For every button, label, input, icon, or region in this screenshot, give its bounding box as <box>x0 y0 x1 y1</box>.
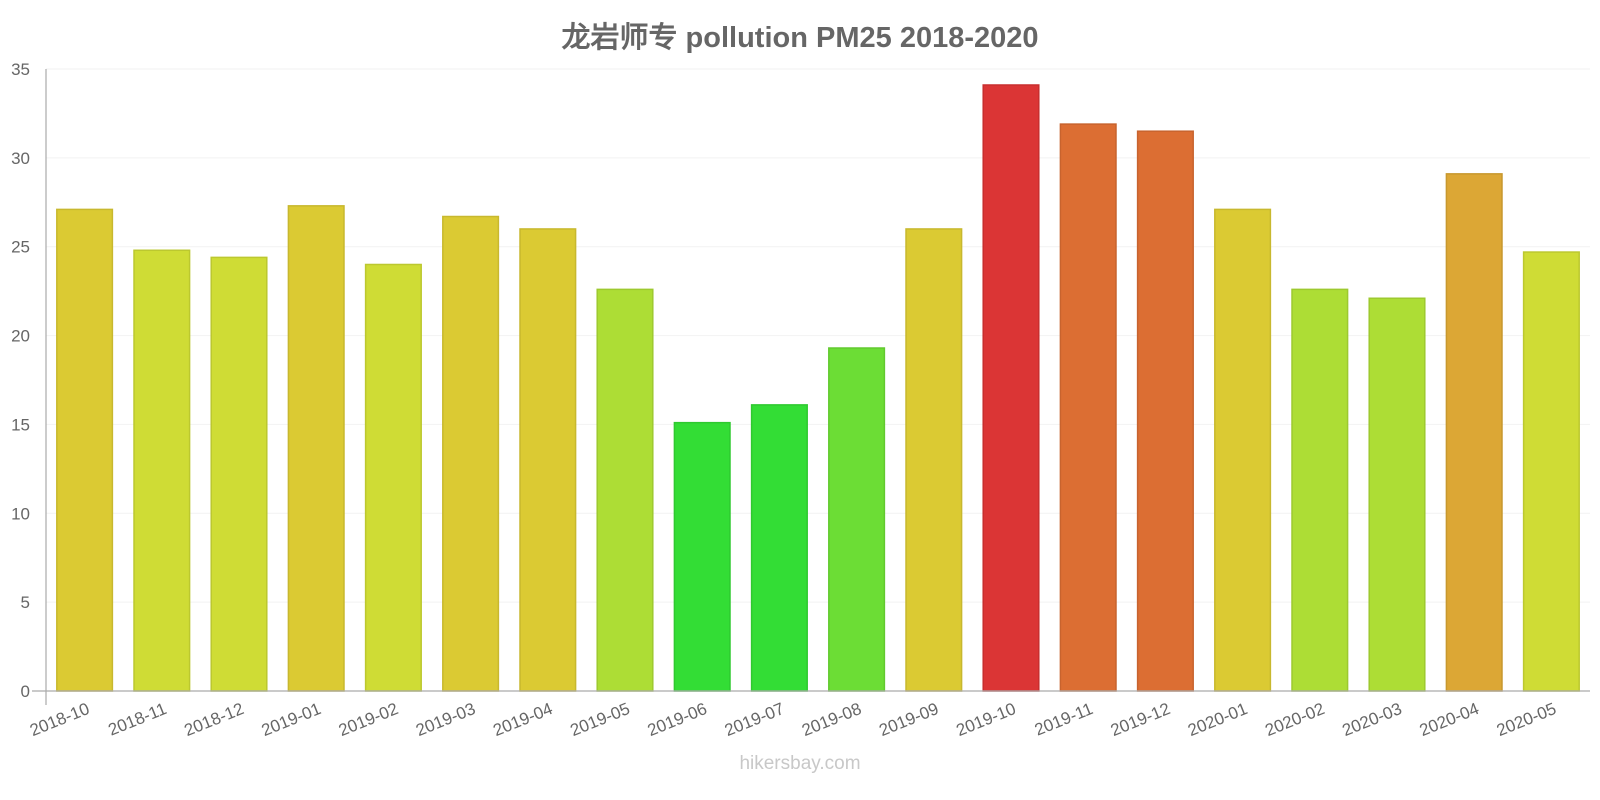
x-tick-label: 2019-01 <box>259 699 324 740</box>
bar-2020-05[interactable] <box>1522 251 1580 692</box>
x-tick-label: 2019-09 <box>876 699 941 740</box>
bar-2019-04[interactable] <box>519 228 577 692</box>
bar-2019-05[interactable] <box>596 288 654 692</box>
x-tick-label: 2020-01 <box>1185 699 1250 740</box>
y-tick-label: 5 <box>21 593 30 612</box>
x-tick-label: 2018-10 <box>27 699 92 740</box>
bar-2020-01[interactable] <box>1214 208 1272 692</box>
bar-2018-11[interactable] <box>133 249 191 692</box>
y-tick-label: 25 <box>11 238 30 257</box>
bar-2019-08[interactable] <box>828 347 886 692</box>
bar-2019-03[interactable] <box>442 215 500 692</box>
bar-2019-01[interactable] <box>287 205 345 692</box>
x-tick-label: 2020-02 <box>1262 699 1327 740</box>
bar-2020-02[interactable] <box>1291 288 1349 692</box>
x-tick-label: 2020-05 <box>1494 699 1559 740</box>
x-tick-label: 2019-10 <box>954 699 1019 740</box>
bar-2019-10[interactable] <box>982 84 1040 692</box>
x-tick-label: 2020-03 <box>1340 699 1405 740</box>
y-tick-label: 30 <box>11 149 30 168</box>
bar-2019-11[interactable] <box>1059 123 1117 692</box>
y-tick-label: 0 <box>21 682 30 701</box>
bar-2019-12[interactable] <box>1136 130 1194 692</box>
bar-2019-07[interactable] <box>750 404 808 692</box>
gridlines <box>46 68 1590 603</box>
bar-2020-03[interactable] <box>1368 297 1426 692</box>
bar-2019-09[interactable] <box>905 228 963 692</box>
x-tick-label: 2018-11 <box>105 699 169 740</box>
x-tick-label: 2020-04 <box>1417 699 1482 740</box>
x-tick-label: 2019-08 <box>799 699 864 740</box>
watermark: hikersbay.com <box>739 753 861 774</box>
bar-2018-12[interactable] <box>210 256 268 692</box>
x-tick-label: 2019-05 <box>568 699 633 740</box>
x-tick-label: 2018-12 <box>182 699 247 740</box>
x-tick-label: 2019-04 <box>490 699 555 740</box>
bars <box>56 84 1580 692</box>
x-tick-label: 2019-12 <box>1108 699 1173 740</box>
x-tick-label: 2019-03 <box>413 699 478 740</box>
bar-2019-02[interactable] <box>364 263 422 692</box>
x-tick-label: 2019-06 <box>645 699 710 740</box>
bar-2020-04[interactable] <box>1445 173 1503 692</box>
bar-2019-06[interactable] <box>673 421 731 692</box>
y-tick-label: 35 <box>11 60 30 79</box>
bar-2018-10[interactable] <box>56 208 114 692</box>
y-tick-label: 10 <box>11 504 30 523</box>
x-tick-label: 2019-11 <box>1032 699 1096 740</box>
y-axis: 0 5 10 15 20 25 30 35 <box>11 60 47 705</box>
chart-title: 龙岩师专 pollution PM25 2018-2020 <box>561 22 1039 54</box>
x-tick-label: 2019-07 <box>722 699 787 740</box>
y-tick-label: 20 <box>11 327 30 346</box>
x-axis: 2018-10 2018-11 2018-12 2019-01 2019-02 2019-… <box>27 690 1590 740</box>
y-tick-label: 15 <box>11 415 30 434</box>
x-tick-label: 2019-02 <box>336 699 401 740</box>
